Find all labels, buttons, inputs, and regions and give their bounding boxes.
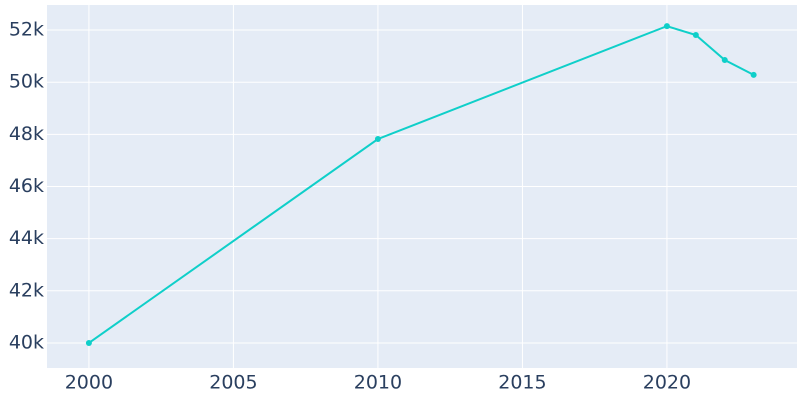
x-tick-label: 2015 [498,372,546,394]
point [750,71,757,78]
point [374,136,381,143]
y-tick-label: 52k [9,19,44,41]
x-tick-label: 2010 [354,372,402,394]
x-tick-label: 2000 [65,372,113,394]
point [663,23,670,30]
line [88,25,755,344]
point [721,57,728,64]
y-tick-label: 48k [9,123,44,145]
y-tick-label: 42k [9,279,44,301]
x-tick-label: 2020 [643,372,691,394]
y-tick-label: 44k [9,227,44,249]
point [85,339,92,346]
y-tick-label: 46k [9,175,44,197]
y-tick-label: 50k [9,71,44,93]
x-tick-label: 2005 [209,372,257,394]
point [692,31,699,38]
y-tick-label: 40k [9,331,44,353]
